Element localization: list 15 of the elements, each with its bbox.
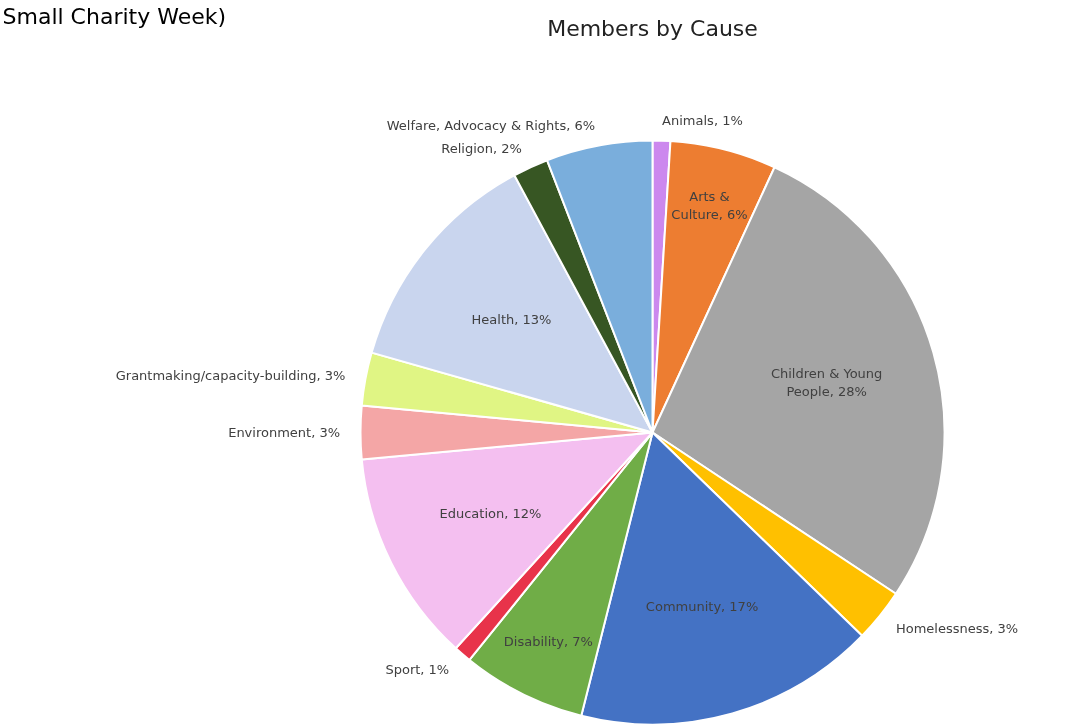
slice-label: Grantmaking/capacity-building, 3% <box>115 367 346 383</box>
slice-label: Disability, 7% <box>503 634 593 650</box>
slice-label: Religion, 2% <box>441 141 522 157</box>
slice-label: Health, 13% <box>471 311 552 327</box>
text: Small Charity Week) <box>2 4 227 29</box>
slice-label: Welfare, Advocacy & Rights, 6% <box>386 117 596 133</box>
slice-label: Children & Young People, 28% <box>770 366 883 400</box>
slice-label: Community, 17% <box>645 599 759 615</box>
slice-label: Environment, 3% <box>228 425 341 440</box>
slice-label: Arts & Culture, 6% <box>671 189 748 223</box>
slice-label: Sport, 1% <box>385 662 450 678</box>
chart-title: Members by Cause <box>547 16 758 41</box>
slice-label: Education, 12% <box>439 505 542 521</box>
slice-label: Animals, 1% <box>662 112 743 128</box>
slice-label: Homelessness, 3% <box>895 620 1019 636</box>
